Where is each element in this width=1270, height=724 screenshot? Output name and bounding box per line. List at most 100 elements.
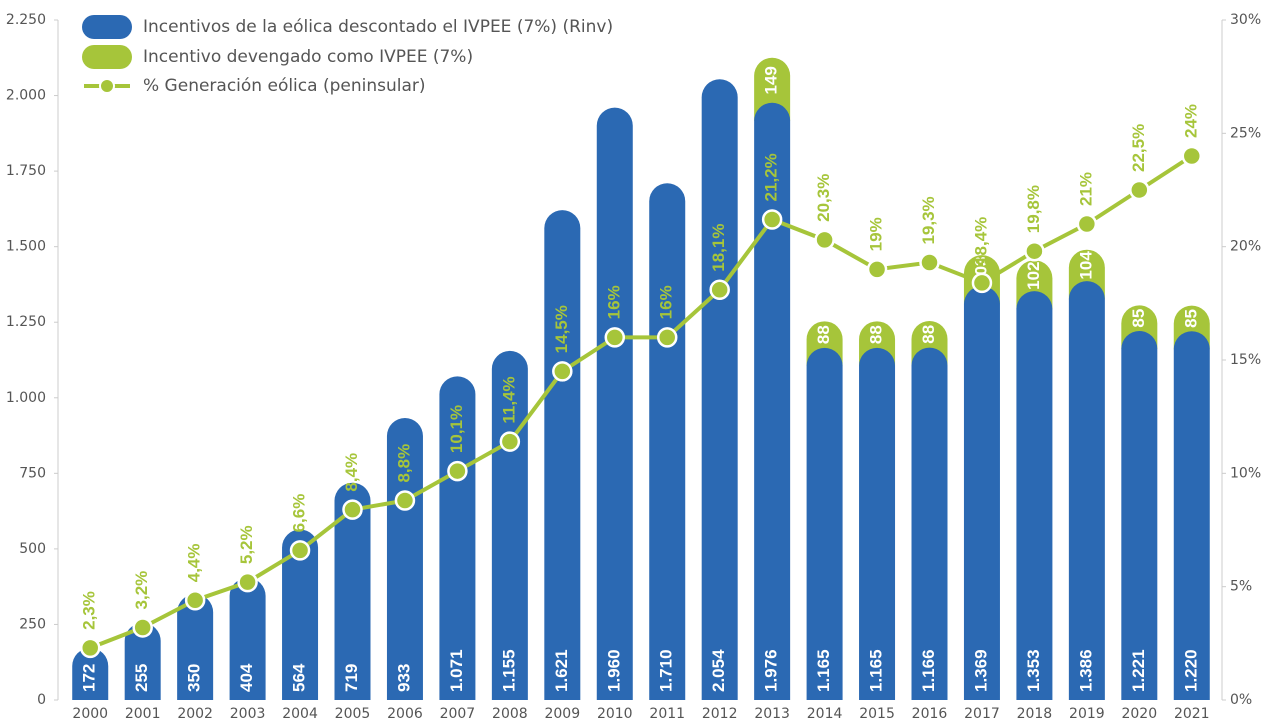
x-tick-label: 2017 [964, 706, 1000, 722]
x-tick-label: 2006 [387, 706, 423, 722]
bar [963, 286, 1000, 700]
data-label: 1.960 [604, 649, 623, 692]
data-label: 20,3% [814, 174, 833, 222]
y2-tick-label: 25% [1230, 125, 1261, 141]
y-tick-label: 1.000 [6, 390, 46, 406]
line-point [709, 279, 730, 300]
line-point [394, 490, 416, 511]
bar [911, 347, 948, 700]
line-point [761, 209, 783, 230]
line-point [237, 571, 258, 593]
x-tick-label: 2011 [649, 706, 685, 722]
bar [386, 418, 423, 700]
x-tick-label: 2010 [597, 706, 633, 722]
x-tick-label: 2009 [544, 706, 580, 722]
x-tick-label: 2016 [912, 706, 948, 722]
bar [229, 577, 266, 700]
legend-swatch [82, 15, 132, 39]
data-label: 11,4% [499, 376, 518, 423]
bar [649, 183, 686, 700]
bar [1068, 281, 1105, 700]
bar [282, 529, 319, 700]
data-label: 21% [1076, 172, 1095, 206]
line-point [971, 272, 993, 294]
data-label: 102 [1024, 261, 1043, 289]
bar [754, 102, 791, 700]
legend-swatch [99, 78, 115, 94]
bar [334, 482, 371, 700]
y-tick-label: 2.000 [6, 88, 46, 104]
y2-tick-label: 0% [1230, 692, 1252, 708]
x-tick-label: 2004 [282, 706, 318, 722]
data-label: 14,5% [552, 305, 571, 353]
bar [1121, 331, 1158, 700]
data-label: 2.054 [709, 649, 728, 692]
x-tick-label: 2021 [1174, 706, 1210, 722]
data-label: 16% [657, 285, 676, 319]
data-label: 149 [762, 66, 781, 94]
data-label: 16% [604, 285, 623, 319]
legend-label: Incentivo devengado como IVPEE (7%) [143, 47, 473, 67]
line-point [447, 460, 468, 482]
data-label: 6,6% [290, 494, 309, 533]
data-label: 1.165 [867, 649, 886, 692]
legend: Incentivos de la eólica descontado el IV… [82, 15, 613, 96]
line-point [814, 229, 835, 251]
x-tick-label: 2000 [72, 706, 108, 722]
data-label: 88 [867, 325, 886, 344]
data-label: 1.166 [919, 649, 938, 692]
data-label: 1.386 [1076, 649, 1095, 692]
x-tick-label: 2014 [807, 706, 843, 722]
line-point [79, 637, 101, 659]
x-tick-label: 2005 [335, 706, 371, 722]
y-tick-label: 1.500 [6, 239, 46, 255]
data-label: 350 [185, 664, 204, 692]
data-label: 1.071 [447, 649, 466, 692]
line-point [604, 327, 626, 348]
data-label: 1.220 [1181, 649, 1200, 692]
y-tick-label: 250 [19, 616, 46, 632]
data-label: 104 [1076, 251, 1095, 280]
line-point [552, 361, 573, 382]
bar-segment [754, 57, 791, 121]
data-label: 1.369 [971, 649, 990, 692]
y-tick-label: 750 [19, 465, 46, 481]
x-tick-label: 2008 [492, 706, 528, 722]
data-label: 2,3% [80, 591, 99, 630]
line [89, 154, 1193, 650]
y-tick-label: 2.250 [6, 12, 46, 28]
data-label: 88 [919, 325, 938, 344]
line-point [1076, 213, 1098, 235]
data-label: 719 [342, 664, 361, 692]
data-label: 1.621 [552, 649, 571, 692]
x-tick-label: 2013 [754, 706, 790, 722]
x-tick-label: 2018 [1017, 706, 1053, 722]
bar [806, 347, 843, 700]
legend-label: % Generación eólica (peninsular) [143, 76, 426, 96]
legend-label: Incentivos de la eólica descontado el IV… [143, 17, 613, 37]
x-tick-label: 2002 [177, 706, 213, 722]
data-label: 8,8% [394, 444, 413, 483]
line-point [919, 252, 940, 273]
bar [1016, 291, 1053, 700]
data-label: 564 [290, 663, 309, 692]
data-label: 88 [814, 325, 833, 344]
data-label: 8,4% [342, 453, 361, 492]
bar [596, 107, 633, 700]
data-label: 24% [1181, 104, 1200, 138]
x-tick-label: 2003 [230, 706, 266, 722]
bar [177, 594, 214, 700]
data-label: 19% [867, 217, 886, 251]
data-label: 4,4% [185, 544, 204, 583]
y-tick-label: 500 [19, 541, 46, 557]
legend-swatch [82, 45, 132, 69]
data-label: 1.155 [499, 649, 518, 692]
bar [544, 210, 581, 700]
x-tick-label: 2001 [125, 706, 161, 722]
x-tick-label: 2019 [1069, 706, 1105, 722]
y2-tick-label: 5% [1230, 579, 1252, 595]
data-label: 255 [132, 664, 151, 692]
y2-tick-label: 15% [1230, 352, 1261, 368]
data-label: 18,4% [971, 217, 990, 265]
data-label: 1.976 [762, 649, 781, 692]
